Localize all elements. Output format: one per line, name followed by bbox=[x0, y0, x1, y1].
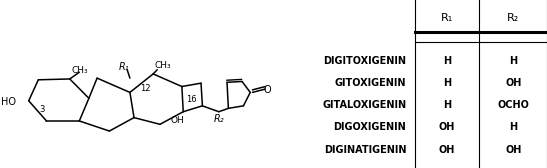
Text: O: O bbox=[264, 85, 271, 95]
Text: H: H bbox=[509, 122, 517, 132]
Text: 3: 3 bbox=[40, 105, 45, 114]
Text: HO: HO bbox=[2, 97, 16, 107]
Text: DIGINATIGENIN: DIGINATIGENIN bbox=[324, 145, 406, 155]
Text: GITALOXIGENIN: GITALOXIGENIN bbox=[322, 100, 406, 110]
Text: R₂: R₂ bbox=[507, 13, 519, 24]
Text: OH: OH bbox=[439, 145, 455, 155]
Text: GITOXIGENIN: GITOXIGENIN bbox=[335, 78, 406, 88]
Text: R₁: R₁ bbox=[441, 13, 453, 24]
Text: H: H bbox=[443, 100, 451, 110]
Text: CH₃: CH₃ bbox=[71, 66, 88, 75]
Text: R₂: R₂ bbox=[213, 114, 224, 124]
Text: H: H bbox=[443, 78, 451, 88]
Text: OCHO: OCHO bbox=[497, 100, 529, 110]
Text: OH: OH bbox=[505, 78, 521, 88]
Text: DIGOXIGENIN: DIGOXIGENIN bbox=[334, 122, 406, 132]
Text: OH: OH bbox=[505, 145, 521, 155]
Text: CH₃: CH₃ bbox=[155, 61, 171, 70]
Text: H: H bbox=[509, 56, 517, 66]
Text: 16: 16 bbox=[186, 95, 197, 104]
Text: OH: OH bbox=[439, 122, 455, 132]
Text: OH: OH bbox=[171, 116, 185, 125]
Text: 12: 12 bbox=[139, 84, 150, 93]
Text: DIGITOXIGENIN: DIGITOXIGENIN bbox=[323, 56, 406, 66]
Text: R₁: R₁ bbox=[119, 62, 130, 72]
Text: H: H bbox=[443, 56, 451, 66]
